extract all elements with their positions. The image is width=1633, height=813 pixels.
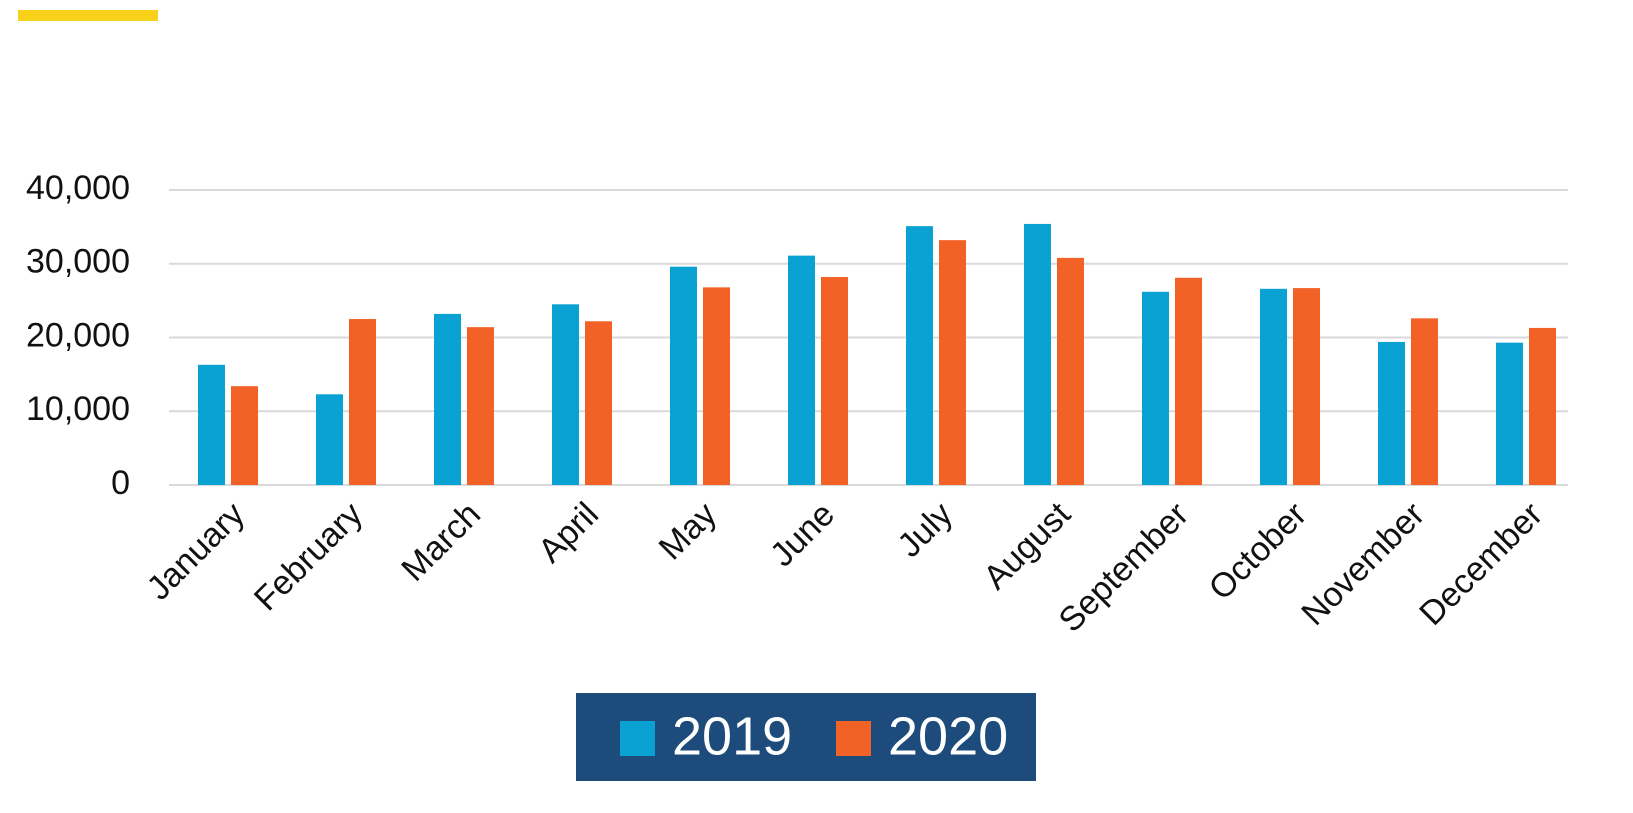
- legend-label: 2019: [672, 706, 792, 766]
- bar: [552, 304, 579, 485]
- x-tick-label: January: [140, 495, 252, 607]
- bar: [1175, 277, 1202, 485]
- bar: [821, 277, 848, 485]
- bar: [1142, 291, 1169, 485]
- bar: [939, 240, 966, 485]
- bar: [1378, 341, 1405, 485]
- bar: [1529, 327, 1556, 485]
- x-tick-label: February: [247, 495, 370, 618]
- x-tick-label: November: [1294, 495, 1432, 633]
- legend-label: 2020: [888, 706, 1008, 766]
- x-tick-label: March: [394, 495, 488, 589]
- bar: [231, 386, 258, 485]
- legend-swatch: [836, 721, 871, 756]
- bar: [198, 364, 225, 485]
- bar: [1057, 257, 1084, 485]
- bar: [467, 327, 494, 485]
- bar: [788, 255, 815, 485]
- y-tick-label: 20,000: [26, 316, 130, 354]
- x-tick-label: May: [652, 495, 724, 567]
- x-tick-label: June: [763, 495, 842, 574]
- accent-bar: [18, 10, 158, 21]
- bar: [1024, 223, 1051, 486]
- x-tick-label: August: [976, 495, 1078, 597]
- x-tick-label: September: [1052, 495, 1196, 639]
- x-tick-label: December: [1412, 495, 1550, 633]
- y-tick-label: 30,000: [26, 243, 130, 281]
- x-tick-label: October: [1202, 495, 1314, 607]
- bar: [906, 226, 933, 485]
- legend-swatch: [620, 721, 655, 756]
- bar: [316, 394, 343, 485]
- y-tick-label: 40,000: [26, 169, 130, 207]
- bar: [703, 287, 730, 485]
- x-tick-label: April: [531, 495, 606, 570]
- bar: [1293, 288, 1320, 485]
- bar: [585, 321, 612, 485]
- bar: [434, 313, 461, 485]
- bar: [670, 266, 697, 485]
- bar: [1496, 342, 1523, 485]
- y-tick-label: 0: [111, 464, 130, 502]
- bar: [1260, 288, 1287, 485]
- y-tick-label: 10,000: [26, 390, 130, 428]
- bar: [349, 319, 376, 485]
- x-tick-label: July: [890, 495, 960, 565]
- bar: [1411, 318, 1438, 485]
